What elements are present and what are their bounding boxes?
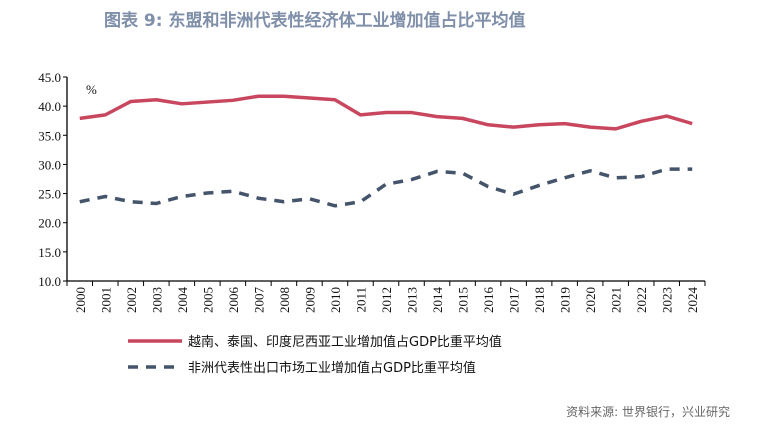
series-line-1: [79, 94, 693, 131]
x-tick-label: 2005: [200, 287, 215, 313]
x-tick-label: 2015: [456, 287, 471, 313]
x-tick-label: 2014: [430, 287, 445, 314]
y-tick-label: 35.0: [38, 128, 61, 143]
x-tick-label: 2013: [405, 287, 420, 313]
x-tick-label: 2003: [149, 287, 164, 313]
x-tick-label: 2002: [124, 287, 139, 313]
x-tick-label: 2016: [481, 287, 496, 314]
x-tick-label: 2004: [175, 287, 190, 314]
y-tick-label: 40.0: [38, 99, 61, 114]
unit-label: %: [86, 82, 97, 97]
x-tick-label: 2008: [277, 287, 292, 313]
y-tick-label: 10.0: [38, 274, 61, 289]
y-tick-label: 30.0: [38, 157, 61, 172]
x-tick-label: 2018: [532, 287, 547, 313]
chart-title: 图表 9: 东盟和非洲代表性经济体工业增加值占比平均值: [104, 11, 526, 31]
x-tick-label: 2017: [507, 287, 522, 314]
y-tick-label: 20.0: [38, 216, 61, 231]
x-tick-label: 2023: [660, 287, 675, 313]
x-tick-label: 2020: [583, 287, 598, 313]
x-tick-label: 2011: [353, 287, 368, 313]
x-tick-label: 2021: [609, 287, 624, 313]
y-tick-label: 25.0: [38, 187, 61, 202]
x-tick-label: 2022: [634, 287, 649, 313]
x-tick-label: 2012: [379, 287, 394, 313]
x-tick-label: 2024: [685, 287, 700, 314]
x-tick-label: 2000: [73, 287, 88, 313]
source-note: 资料来源: 世界银行，兴业研究: [566, 405, 730, 419]
x-tick-label: 2001: [98, 287, 113, 313]
x-tick-label: 2009: [302, 287, 317, 313]
series-line-2: [79, 167, 693, 208]
legend-label: 越南、泰国、印度尼西亚工业增加值占GDP比重平均值: [188, 334, 502, 350]
x-tick-label: 2010: [328, 287, 343, 313]
x-tick-label: 2007: [251, 287, 266, 314]
x-tick-label: 2019: [558, 287, 573, 313]
x-tick-label: 2006: [226, 287, 241, 314]
legend-label: 非洲代表性出口市场工业增加值占GDP比重平均值: [188, 360, 476, 376]
y-tick-label: 15.0: [38, 245, 61, 260]
y-tick-label: 45.0: [38, 70, 61, 85]
